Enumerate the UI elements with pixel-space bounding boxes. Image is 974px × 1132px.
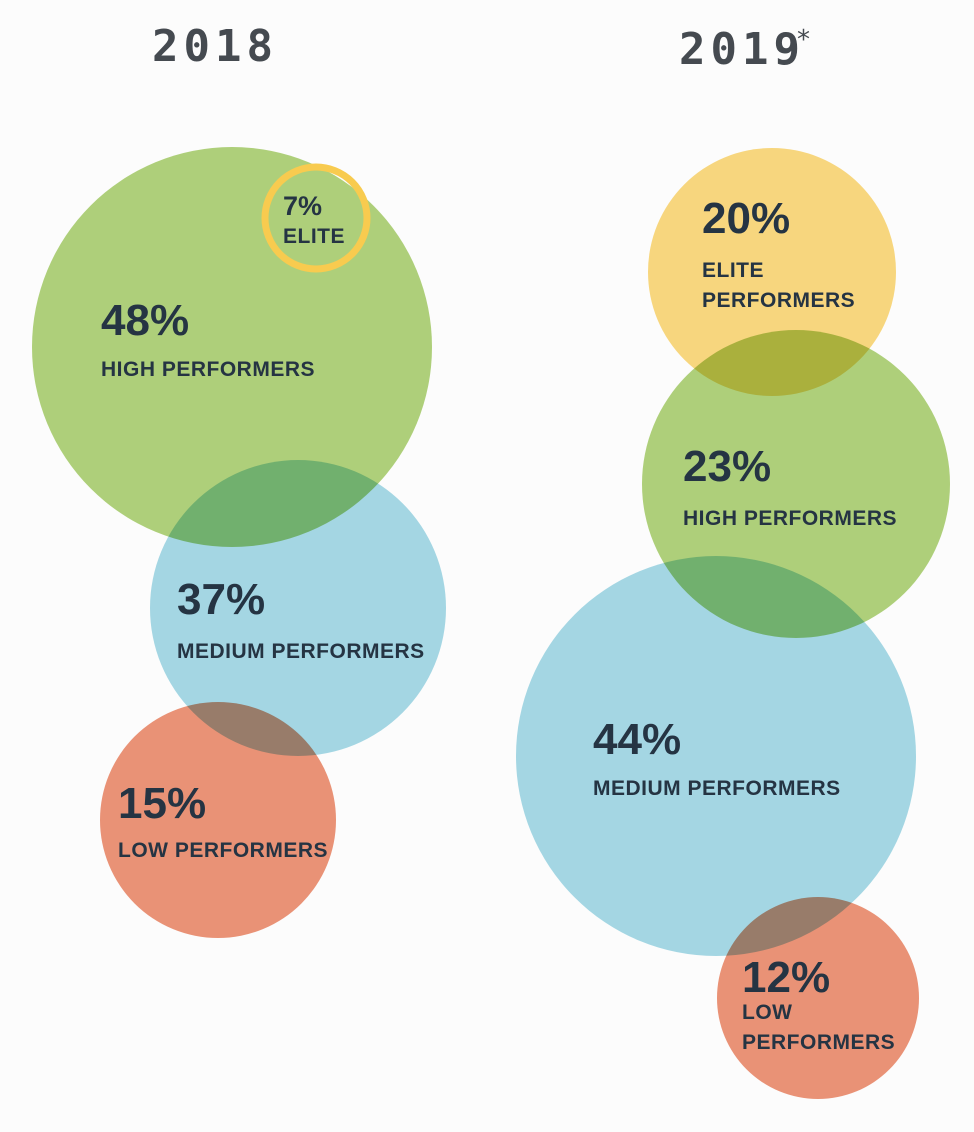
- year-title-2019: 2019: [679, 24, 805, 75]
- category-label-2019-high: HIGH PERFORMERS: [683, 507, 897, 530]
- bubble-2019-elite: [648, 148, 896, 396]
- bubble-2018-elite: [261, 163, 371, 273]
- value-label-2019-elite: 20%: [702, 194, 790, 243]
- bubble-2019-medium: [516, 556, 916, 956]
- value-label-2018-medium: 37%: [177, 575, 265, 624]
- bubble-2018-high: [32, 147, 432, 547]
- value-label-2019-low: 12%: [742, 953, 830, 1002]
- category-label-2019-elite-line1: ELITE: [702, 259, 764, 282]
- category-label-2018-elite: ELITE: [283, 225, 345, 248]
- value-label-2019-medium: 44%: [593, 715, 681, 764]
- year-title-2018: 2018: [152, 21, 278, 72]
- category-label-2018-high: HIGH PERFORMERS: [101, 358, 315, 381]
- category-label-2018-medium: MEDIUM PERFORMERS: [177, 640, 425, 663]
- bubbles-layer: [32, 147, 950, 1099]
- bubble-2018-low: [100, 702, 336, 938]
- category-label-2019-elite-line2: PERFORMERS: [702, 289, 855, 312]
- labels-layer: 48% HIGH PERFORMERS 37% MEDIUM PERFORMERS 15…: [101, 191, 897, 1054]
- category-label-2019-low-line2: PERFORMERS: [742, 1031, 895, 1054]
- value-label-2018-high: 48%: [101, 296, 189, 345]
- bubble-2019-low: [717, 897, 919, 1099]
- value-label-2018-low: 15%: [118, 779, 206, 828]
- category-label-2018-low: LOW PERFORMERS: [118, 839, 328, 862]
- value-label-2018-elite: 7%: [283, 191, 322, 221]
- year-asterisk-2019: *: [797, 25, 810, 55]
- category-label-2019-medium: MEDIUM PERFORMERS: [593, 777, 841, 800]
- category-label-2019-low-line1: LOW: [742, 1001, 792, 1024]
- value-label-2019-high: 23%: [683, 442, 771, 491]
- bubble-2018-medium: [150, 460, 446, 756]
